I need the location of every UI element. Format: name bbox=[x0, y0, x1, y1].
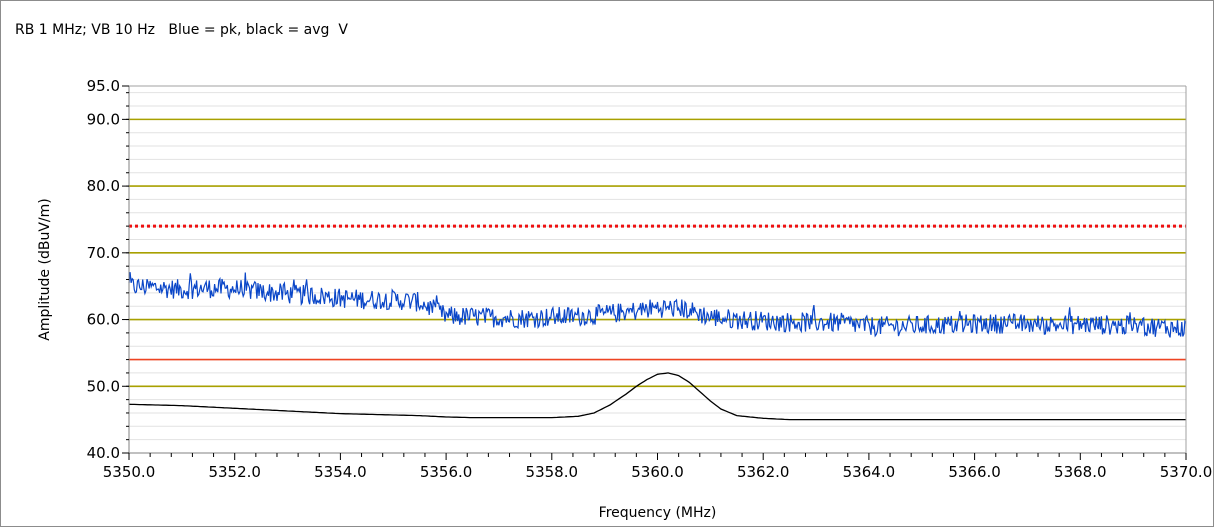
tick-labels: 40.0 50.0 60.0 70.0 80.0 90.0 95.0 5350.0 5352.0… bbox=[87, 77, 1213, 481]
peak-trace bbox=[128, 272, 1187, 338]
x-tick-label: 5354.0 bbox=[314, 463, 367, 481]
x-tick-label: 5350.0 bbox=[103, 463, 156, 481]
x-axis-title: Frequency (MHz) bbox=[599, 505, 717, 521]
x-tick-label: 5360.0 bbox=[631, 463, 684, 481]
reference-lines bbox=[129, 224, 1186, 361]
series-group bbox=[128, 272, 1187, 421]
grid-minor-lines bbox=[129, 92, 1186, 441]
x-tick-label: 5362.0 bbox=[737, 463, 790, 481]
ticks bbox=[122, 85, 1187, 460]
x-tick-label: 5352.0 bbox=[208, 463, 261, 481]
x-tick-label: 5366.0 bbox=[948, 463, 1001, 481]
y-tick-label: 40.0 bbox=[87, 444, 120, 462]
y-tick-label: 70.0 bbox=[87, 244, 120, 262]
y-axis-title: Amplitude (dBuV/m) bbox=[37, 198, 53, 340]
y-tick-label: 50.0 bbox=[87, 377, 120, 395]
chart-title: RB 1 MHz; VB 10 Hz Blue = pk, black = av… bbox=[15, 22, 348, 38]
x-tick-label: 5364.0 bbox=[843, 463, 896, 481]
x-tick-label: 5368.0 bbox=[1054, 463, 1107, 481]
y-tick-label: 80.0 bbox=[87, 177, 120, 195]
y-tick-label: 90.0 bbox=[87, 110, 120, 128]
x-tick-label: 5356.0 bbox=[420, 463, 473, 481]
y-tick-label: 60.0 bbox=[87, 311, 120, 329]
average-trace bbox=[128, 372, 1186, 421]
x-tick-label: 5358.0 bbox=[526, 463, 579, 481]
axes bbox=[128, 85, 1187, 454]
x-tick-label: 5370.0 bbox=[1160, 463, 1213, 481]
y-tick-label: 95.0 bbox=[87, 77, 120, 95]
